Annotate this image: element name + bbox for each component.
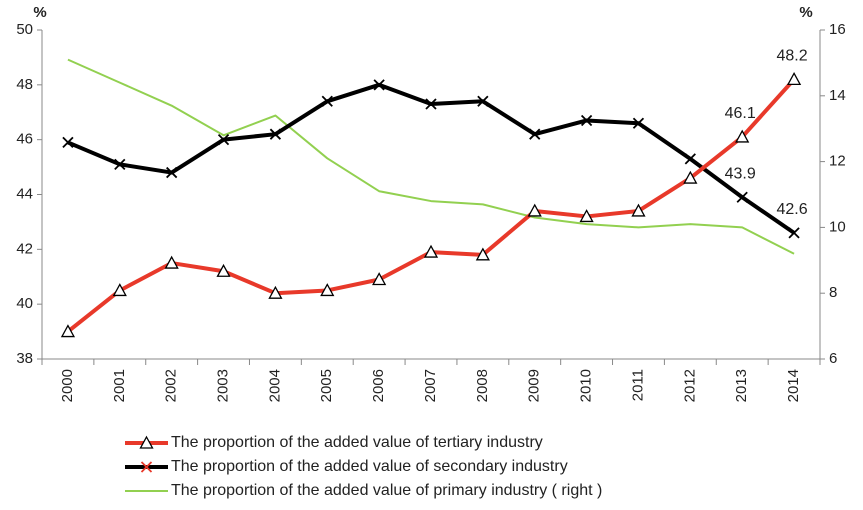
x-marker [477, 95, 489, 107]
data-label: 43.9 [725, 165, 756, 182]
y2-tick-label: 12 [829, 153, 846, 170]
x-marker [114, 158, 126, 170]
triangle-marker [268, 285, 283, 299]
x-tick-label: 2004 [266, 369, 283, 402]
triangle-marker [423, 244, 439, 258]
x-marker [321, 95, 333, 107]
x-tick-label: 2012 [681, 369, 698, 402]
data-label: 46.1 [725, 105, 756, 122]
y2-tick-label: 10 [829, 218, 846, 235]
y-tick-label: 38 [16, 350, 33, 367]
x-tick-label: 2011 [629, 369, 646, 401]
x-tick-label: 2014 [785, 369, 802, 402]
legend-label: The proportion of the added value of ter… [171, 434, 543, 451]
legend-marker [139, 435, 154, 449]
triangle-marker [475, 247, 490, 261]
y-tick-label: 48 [16, 76, 33, 93]
x-marker [425, 98, 437, 110]
x-marker [62, 136, 74, 149]
x-tick-label: 2006 [370, 369, 387, 402]
x-tick-label: 2000 [59, 369, 76, 402]
x-marker [580, 114, 593, 127]
x-marker [373, 79, 385, 91]
x-marker [788, 227, 800, 239]
y-unit-label: % [33, 4, 46, 21]
y2-tick-label: 6 [829, 350, 837, 367]
y-tick-label: 44 [16, 185, 33, 202]
x-marker [166, 166, 178, 179]
triangle-marker [786, 71, 802, 85]
y2-unit-label: % [799, 4, 812, 21]
x-tick-label: 2005 [318, 369, 335, 402]
triangle-marker [60, 324, 76, 338]
x-tick-label: 2013 [733, 369, 750, 402]
y2-tick-label: 14 [829, 87, 846, 104]
x-tick-label: 2002 [163, 369, 180, 402]
x-marker [529, 128, 541, 140]
y-tick-label: 50 [16, 21, 33, 38]
x-marker [684, 153, 696, 165]
triangle-marker [216, 263, 231, 277]
y-tick-label: 46 [16, 131, 33, 148]
legend-marker [140, 461, 153, 473]
triangle-marker [112, 283, 127, 297]
legend-label: The proportion of the added value of pri… [171, 482, 602, 499]
series-line [67, 82, 796, 235]
x-marker [736, 191, 748, 203]
x-marker [217, 134, 230, 146]
triangle-marker [164, 255, 179, 269]
triangle-marker [735, 129, 750, 143]
triangle-marker [579, 209, 594, 223]
y-tick-label: 42 [16, 240, 33, 257]
x-tick-label: 2007 [422, 369, 439, 402]
x-marker [632, 117, 645, 129]
y2-tick-label: 8 [829, 284, 837, 301]
x-tick-label: 2010 [578, 369, 595, 402]
triangle-marker [527, 203, 542, 217]
x-tick-label: 2003 [215, 369, 232, 402]
x-marker [269, 128, 282, 140]
legend-label: The proportion of the added value of sec… [171, 458, 568, 475]
series-line [66, 78, 796, 334]
x-tick-label: 2009 [526, 369, 543, 402]
data-label: 48.2 [776, 48, 807, 65]
triangle-marker [372, 272, 387, 286]
triangle-marker [631, 203, 646, 217]
triangle-marker [683, 170, 698, 184]
x-tick-label: 2001 [111, 369, 128, 402]
triangle-marker [320, 283, 335, 297]
y-tick-label: 40 [16, 295, 33, 312]
x-tick-label: 2008 [474, 369, 491, 402]
data-label: 42.6 [776, 201, 807, 218]
y2-tick-label: 16 [829, 21, 846, 38]
series-line [67, 58, 795, 255]
